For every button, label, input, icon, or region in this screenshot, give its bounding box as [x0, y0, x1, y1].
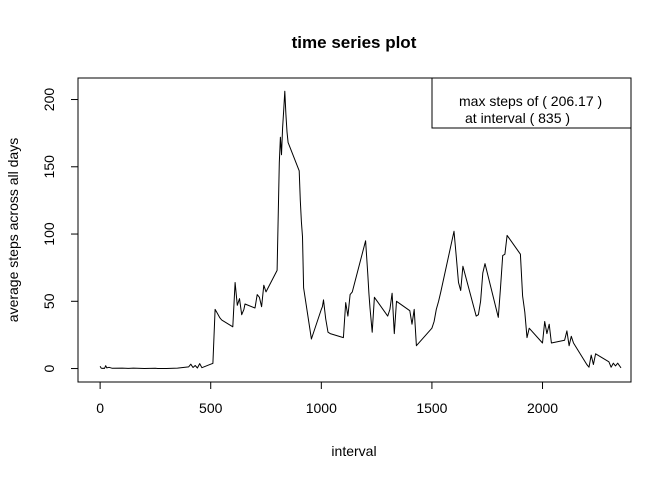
y-tick-label: 150 — [41, 155, 57, 179]
legend-line-2: at interval ( 835 ) — [465, 110, 570, 126]
legend-line-1: max steps of ( 206.17 ) — [459, 93, 602, 109]
y-tick-label: 50 — [41, 293, 57, 309]
y-tick-label: 0 — [41, 364, 57, 372]
legend: max steps of ( 206.17 ) at interval ( 83… — [431, 77, 632, 129]
y-axis: 0 50 100 150 200 — [41, 88, 79, 372]
x-tick-label: 500 — [199, 400, 223, 416]
x-tick-label: 2000 — [527, 400, 558, 416]
x-tick-label: 1500 — [416, 400, 447, 416]
x-tick-label: 1000 — [306, 400, 337, 416]
x-tick-label: 0 — [96, 400, 104, 416]
legend-box — [431, 77, 632, 129]
x-axis: 0 500 1000 1500 2000 — [96, 381, 558, 416]
y-axis-label: average steps across all days — [5, 138, 21, 322]
y-tick-label: 100 — [41, 222, 57, 246]
y-tick-label: 200 — [41, 88, 57, 112]
chart-title: time series plot — [292, 33, 417, 52]
x-axis-label: interval — [331, 443, 376, 459]
series-line — [99, 90, 622, 369]
